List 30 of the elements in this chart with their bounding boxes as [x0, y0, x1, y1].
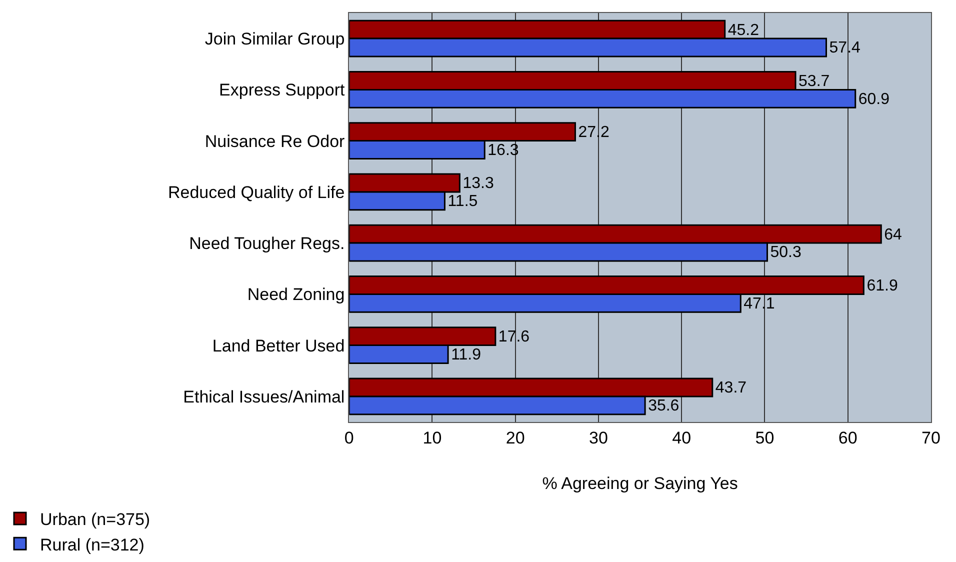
data-label: 60.9 [858, 90, 890, 108]
data-label: 50.3 [770, 244, 802, 262]
legend-label: Rural (n=312) [40, 535, 144, 554]
x-tick-label: 20 [506, 428, 525, 448]
legend-label: Urban (n=375) [40, 510, 150, 530]
data-label: 64 [884, 226, 902, 244]
data-label: 45.2 [728, 22, 760, 39]
y-tick-label: Need Zoning [247, 285, 345, 304]
x-tick-label: 70 [922, 428, 940, 448]
y-tick-label: Need Tougher Regs. [189, 234, 345, 254]
y-tick-label: Reduced Quality of Life [168, 182, 345, 202]
y-tick-label: Nuisance Re Odor [204, 132, 346, 151]
x-axis-title: % Agreeing or Saying Yes [542, 474, 738, 493]
y-tick-label: Land Better Used [212, 336, 345, 356]
data-label: 11.9 [451, 346, 482, 364]
data-label: 61.9 [866, 277, 898, 294]
y-tick-label: Join Similar Group [204, 30, 345, 49]
data-label: 11.5 [448, 193, 478, 210]
data-label: 43.7 [715, 380, 747, 397]
x-tick-label: 40 [672, 428, 692, 448]
x-tick-label: 30 [589, 428, 608, 448]
x-tick-label: 0 [344, 428, 354, 448]
x-tick-label: 50 [755, 428, 774, 448]
data-label: 53.7 [798, 72, 830, 90]
x-tick-label: 10 [422, 428, 442, 448]
y-tick-label: Ethical Issues/Animal [183, 387, 345, 406]
x-tick-label: 60 [838, 428, 858, 448]
data-label: 13.3 [462, 175, 494, 192]
y-tick-label: Express Support [219, 80, 345, 100]
data-label: 35.6 [648, 398, 680, 415]
